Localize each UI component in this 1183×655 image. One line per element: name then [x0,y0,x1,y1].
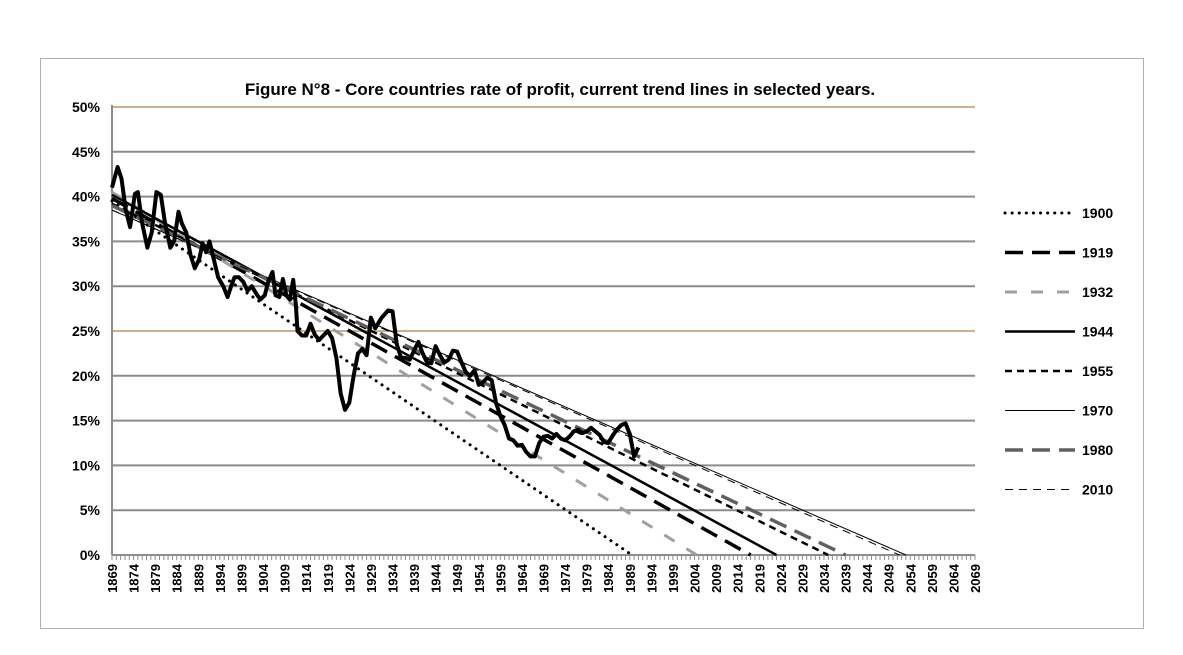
x-tick-label: 2009 [709,564,724,593]
x-tick-label: 2039 [839,564,854,593]
x-tick-label: 2059 [925,564,940,593]
x-tick-label: 1909 [278,564,293,593]
legend-label-1980: 1980 [1082,442,1113,458]
trend-line-2010 [111,209,900,556]
y-tick-label: 50% [72,99,101,115]
legend-label-1955: 1955 [1082,363,1113,379]
x-tick-label: 2069 [968,564,983,593]
legend-label-1944: 1944 [1082,324,1113,340]
chart-title: Figure N°8 - Core countries rate of prof… [245,80,875,99]
trend-line-1944 [111,193,778,557]
x-tick-label: 2024 [774,563,789,593]
legend-label-1900: 1900 [1082,205,1113,221]
x-tick-label: 1949 [450,564,465,593]
x-tick-label: 2054 [903,563,918,593]
legend-label-1970: 1970 [1082,403,1113,419]
chart-frame [40,58,1144,629]
y-tick-label: 5% [80,502,101,518]
trend-line-1900 [110,199,634,557]
x-tick-label: 1914 [299,563,314,593]
y-tick-label: 25% [72,323,101,339]
x-tick-label: 1969 [537,564,552,593]
x-tick-label: 1944 [429,563,444,593]
y-tick-label: 10% [72,457,101,473]
y-tick-label: 20% [72,368,101,384]
y-tick-label: 0% [80,547,101,563]
x-tick-label: 1994 [644,563,659,593]
x-tick-label: 1984 [601,563,616,593]
x-tick-label: 2044 [860,563,875,593]
x-tick-label: 2004 [688,563,703,593]
y-tick-label: 45% [72,144,101,160]
x-tick-label: 1924 [342,563,357,593]
legend-label-1932: 1932 [1082,284,1113,300]
legend-label-2010: 2010 [1082,482,1113,498]
y-tick-label: 15% [72,413,101,429]
legend-label-1919: 1919 [1082,245,1113,261]
x-tick-label: 1884 [170,563,185,593]
x-tick-label: 1934 [385,563,400,593]
x-tick-label: 1939 [407,564,422,593]
x-tick-label: 1954 [472,563,487,593]
x-tick-label: 1929 [364,564,379,593]
x-tick-label: 2029 [795,564,810,593]
x-tick-label: 2019 [752,564,767,593]
x-tick-label: 1974 [558,563,573,593]
x-tick-label: 1904 [256,563,271,593]
x-tick-label: 2064 [946,563,961,593]
y-tick-label: 40% [72,189,101,205]
x-tick-label: 1989 [623,564,638,593]
x-tick-label: 1894 [213,563,228,593]
y-tick-label: 35% [72,233,101,249]
x-tick-label: 1959 [493,564,508,593]
x-tick-label: 2034 [817,563,832,593]
x-tick-label: 1879 [148,564,163,593]
x-tick-label: 1869 [105,564,120,593]
actual-rate-of-profit-line [110,165,641,459]
x-tick-label: 1889 [191,564,206,593]
x-tick-label: 2014 [731,563,746,593]
x-tick-label: 1964 [515,563,530,593]
x-tick-label: 2049 [882,564,897,593]
x-tick-label: 1919 [321,564,336,593]
x-tick-label: 1979 [580,564,595,593]
x-tick-label: 1899 [234,564,249,593]
x-tick-label: 1999 [666,564,681,593]
x-tick-label: 1874 [127,563,142,593]
y-tick-label: 30% [72,278,101,294]
